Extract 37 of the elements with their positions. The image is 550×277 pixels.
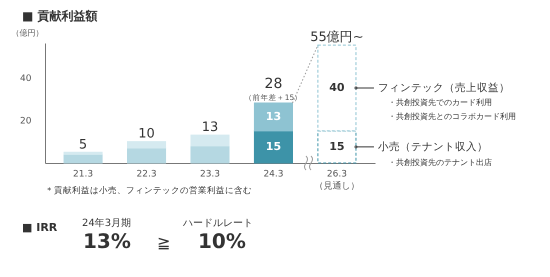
bar (127, 148, 166, 164)
text: ・共創投資先でのカード利用 (388, 97, 492, 108)
bar (127, 141, 166, 148)
x-tick-label: 22.3 (136, 170, 157, 180)
data-label: 40 (329, 81, 345, 94)
data-label: 15 (329, 140, 345, 153)
text: ハードルレート (183, 217, 253, 230)
text: 13% (83, 229, 131, 253)
total-label: 10 (138, 126, 155, 142)
text: フィンテック（売上収益） (378, 81, 510, 94)
data-label: 13 (266, 110, 282, 123)
text: ・共創投資先とのコラボカード利用 (388, 111, 516, 122)
x-tick-label: 21.3 (73, 170, 94, 180)
chart-title: ■ 貢献利益額 (22, 8, 98, 25)
y-axis-title: （億円） (12, 28, 44, 38)
text: ＊貢献利益は小売、フィンテックの営業利益に含む (45, 185, 252, 197)
total-label: 13 (202, 120, 218, 136)
text: ■ IRR (22, 221, 58, 234)
bar (254, 102, 293, 132)
bar (190, 134, 230, 146)
bar (190, 145, 230, 164)
text: ・共創投資先のテナント出店 (388, 157, 492, 168)
total-label: 5 (78, 137, 88, 152)
x-tick-label: 24.3 (263, 170, 284, 180)
x-tick-label: 23.3 (200, 170, 220, 180)
bar (254, 130, 293, 164)
total-label: 28 (264, 76, 282, 92)
bar (64, 152, 103, 155)
y-tick-label: 20 (20, 116, 32, 127)
data-label: 15 (266, 140, 282, 153)
x-tick-label: 26.3 （見通し） (314, 170, 360, 192)
text: 10% (198, 229, 246, 253)
total-label: 55億円~ (310, 30, 364, 46)
bar (64, 154, 103, 164)
text: 小売（テナント収入） (378, 140, 488, 153)
text: ≧ (157, 233, 170, 252)
text: 24年3月期 (82, 216, 132, 230)
